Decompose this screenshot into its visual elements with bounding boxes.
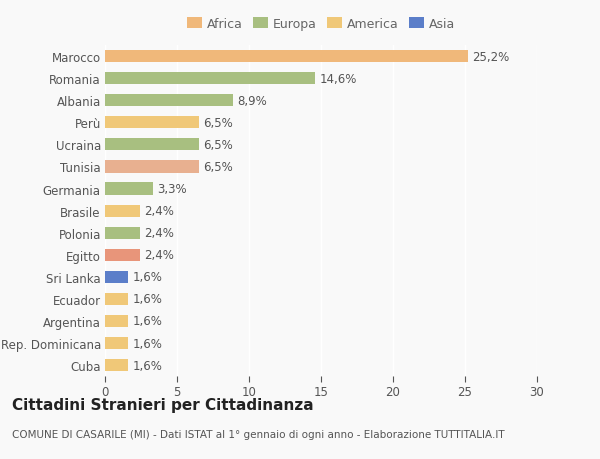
Text: COMUNE DI CASARILE (MI) - Dati ISTAT al 1° gennaio di ogni anno - Elaborazione T: COMUNE DI CASARILE (MI) - Dati ISTAT al … [12,429,505,439]
Bar [105,315,128,327]
Text: 14,6%: 14,6% [320,73,357,85]
Bar [105,73,315,85]
Text: 8,9%: 8,9% [238,95,267,107]
Text: 1,6%: 1,6% [133,293,162,306]
Bar [105,51,468,63]
Text: 1,6%: 1,6% [133,337,162,350]
Bar [105,359,128,371]
Bar [105,271,128,283]
Bar [105,205,140,217]
Bar [105,227,140,239]
Bar [105,117,199,129]
Text: 1,6%: 1,6% [133,315,162,328]
Text: 2,4%: 2,4% [144,249,174,262]
Bar [105,161,199,173]
Text: 1,6%: 1,6% [133,359,162,372]
Bar [105,293,128,305]
Bar [105,337,128,349]
Text: 2,4%: 2,4% [144,227,174,240]
Bar [105,183,152,195]
Bar [105,95,233,107]
Text: 25,2%: 25,2% [472,50,509,63]
Bar [105,249,140,261]
Legend: Africa, Europa, America, Asia: Africa, Europa, America, Asia [185,15,457,33]
Bar [105,139,199,151]
Text: 2,4%: 2,4% [144,205,174,218]
Text: 1,6%: 1,6% [133,271,162,284]
Text: Cittadini Stranieri per Cittadinanza: Cittadini Stranieri per Cittadinanza [12,397,314,412]
Text: 3,3%: 3,3% [157,183,187,196]
Text: 6,5%: 6,5% [203,117,233,129]
Text: 6,5%: 6,5% [203,161,233,174]
Text: 6,5%: 6,5% [203,139,233,151]
